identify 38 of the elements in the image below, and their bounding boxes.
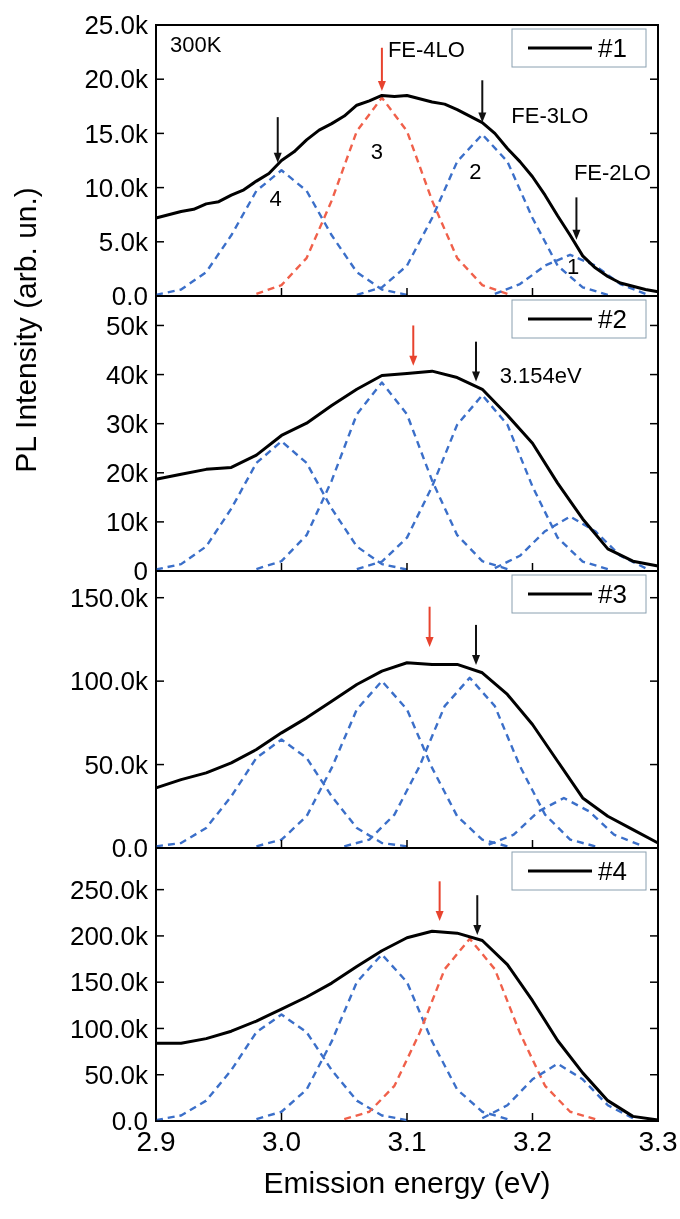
y-tick-label: 0.0 [111, 833, 148, 864]
annotation: FE-4LO [387, 37, 465, 63]
y-tick-label: 10k [106, 506, 149, 537]
legend-label: #3 [598, 579, 627, 609]
y-tick-label: 20.0k [84, 64, 149, 95]
annotation: 300K [170, 32, 222, 57]
y-axis-title: PL Intensity (arb. un.) [9, 187, 42, 473]
legend-label: #1 [598, 33, 627, 63]
y-tick-label: 50.0k [84, 749, 149, 780]
annotation: 1 [567, 253, 580, 279]
annotation: 3 [370, 138, 384, 164]
annotation: FE-3LO [511, 102, 589, 128]
y-tick-label: 10.0k [84, 172, 149, 203]
y-tick-label: 30k [106, 408, 149, 439]
y-tick-label: 100.0k [69, 666, 149, 697]
y-tick-label: 0.0 [111, 281, 148, 312]
y-tick-label: 50.0k [84, 1059, 149, 1090]
y-tick-label: 5.0k [98, 226, 149, 257]
y-tick-label: 25.0k [84, 10, 149, 41]
annotation: 3.154eV [499, 363, 583, 389]
x-tick-label: 3.0 [262, 1126, 301, 1157]
y-tick-label: 200.0k [69, 921, 149, 952]
y-tick-label: 150.0k [69, 967, 149, 998]
annotation: 4 [269, 186, 282, 212]
x-tick-label: 3.3 [638, 1126, 678, 1157]
annotation: 2 [469, 159, 482, 185]
y-tick-label: 15.0k [84, 118, 149, 149]
y-tick-label: 100.0k [69, 1013, 149, 1044]
x-axis-title: Emission energy (eV) [263, 1166, 551, 1199]
legend-label: #2 [598, 304, 627, 334]
x-tick-label: 3.1 [387, 1126, 427, 1157]
y-tick-label: 20k [106, 457, 149, 488]
y-tick-label: 50k [106, 310, 149, 341]
y-tick-label: 40k [106, 359, 149, 390]
legend-label: #4 [598, 856, 627, 886]
annotation: FE-2LO [573, 159, 651, 185]
x-tick-label: 3.2 [513, 1126, 552, 1157]
y-tick-label: 250.0k [69, 874, 149, 905]
